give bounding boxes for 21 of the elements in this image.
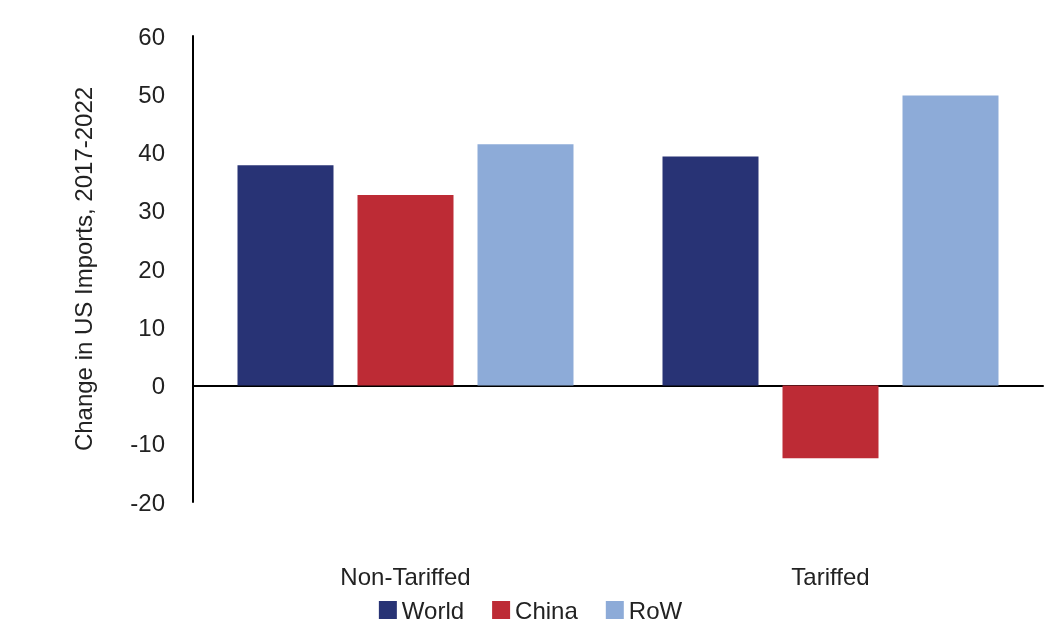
y-tick-label: -10 <box>130 430 165 458</box>
bar <box>477 144 574 386</box>
bar <box>902 95 999 386</box>
bar <box>237 165 334 386</box>
y-tick-label: -20 <box>130 488 165 516</box>
y-tick-label: 10 <box>138 313 165 341</box>
x-tick-label: Tariffed <box>791 562 870 590</box>
bar <box>782 385 879 459</box>
y-tick-label: 40 <box>138 139 165 166</box>
legend-label: World <box>401 596 465 624</box>
bar <box>357 195 454 386</box>
y-tick-label: 30 <box>138 197 165 225</box>
y-tick-label: 60 <box>138 22 165 50</box>
y-axis-title: Change in US Imports, 2017-2022 <box>69 86 97 452</box>
y-tick-label: 50 <box>138 80 165 108</box>
y-tick-label: 20 <box>138 255 165 283</box>
bar <box>662 156 759 386</box>
x-tick-label: Non-Tariffed <box>340 562 471 590</box>
y-tick-label: 0 <box>151 372 165 399</box>
legend-label: China <box>515 596 579 624</box>
legend-label: RoW <box>628 596 683 624</box>
